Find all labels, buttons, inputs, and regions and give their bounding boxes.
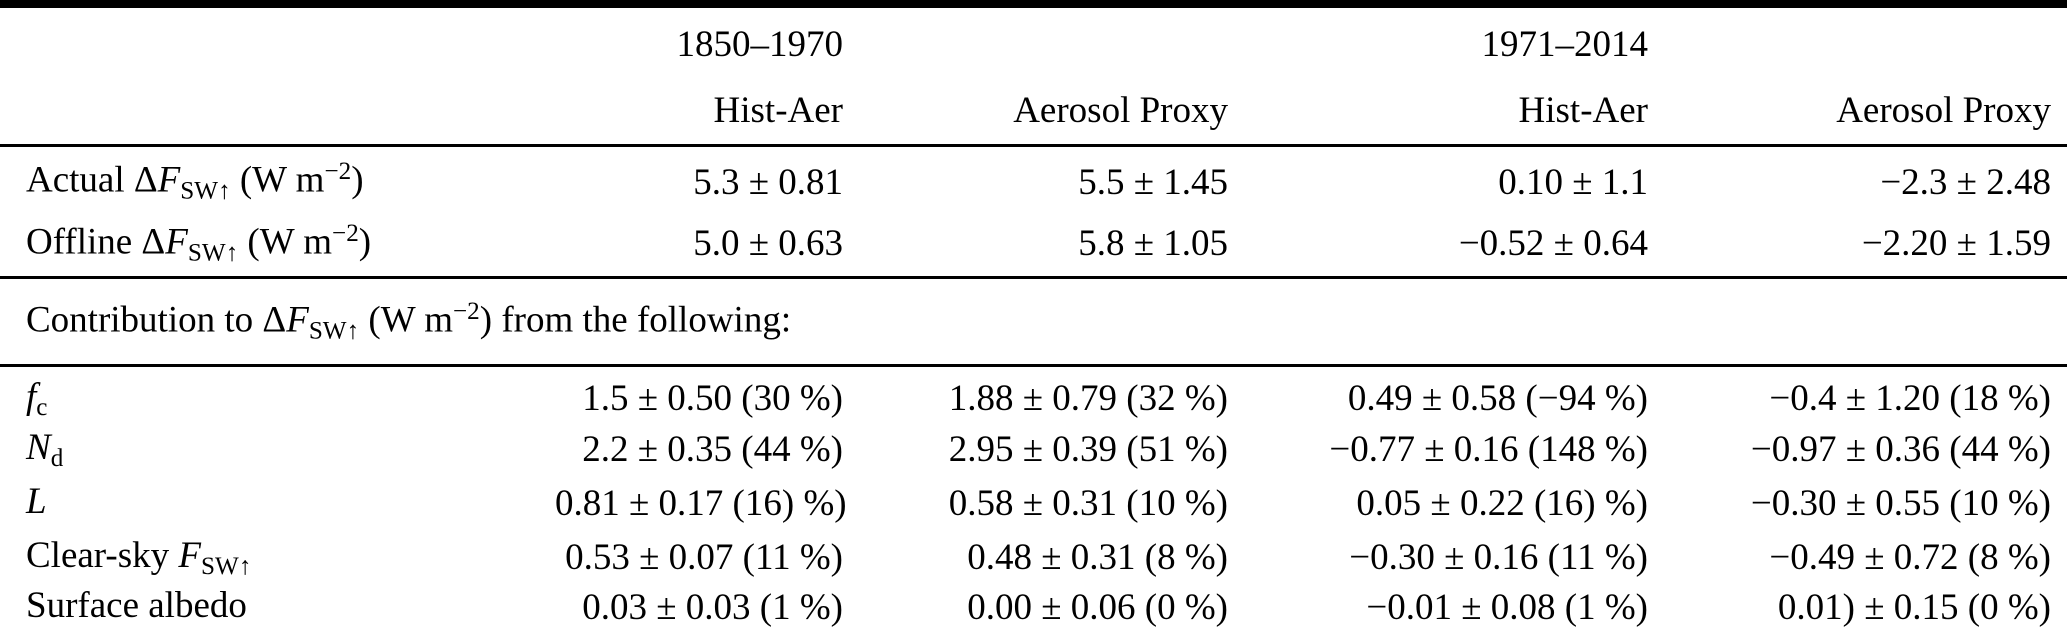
row-label-droplet-number: Nd <box>26 426 64 472</box>
cell-value: 5.5 ± 1.45 <box>1078 161 1228 203</box>
empty-cell <box>0 68 555 146</box>
cell-value: 2.95 ± 0.39 (51 %) <box>948 428 1228 470</box>
period-header-second: 1971–2014 <box>1481 24 1649 65</box>
cell-value: 0.49 ± 0.58 (−94 %) <box>1347 378 1648 420</box>
table-row-clear-sky: Clear-sky FSW↑ 0.53 ± 0.07 (11 %) 0.48 ±… <box>0 530 2067 584</box>
section-header-text: Contribution to ΔFSW↑ (W m−2) from the f… <box>26 297 792 345</box>
cell-value: −0.97 ± 0.36 (44 %) <box>1750 428 2051 470</box>
cell-value: 1.88 ± 0.79 (32 %) <box>948 378 1228 420</box>
cell-value: 5.8 ± 1.05 <box>1078 223 1228 265</box>
column-header-hist-aer-1: Hist-Aer <box>713 90 843 131</box>
cell-value: −0.77 ± 0.16 (148 %) <box>1329 428 1648 470</box>
cell-value: 0.10 ± 1.1 <box>1498 161 1648 203</box>
cell-value: −0.30 ± 0.16 (11 %) <box>1349 536 1648 578</box>
cell-value: 0.53 ± 0.07 (11 %) <box>565 536 843 578</box>
table-row-offline-flux: Offline ΔFSW↑ (W m−2) 5.0 ± 0.63 5.8 ± 1… <box>0 212 2067 278</box>
table-row-liquid-water: L 0.81 ± 0.17 (16) %) 0.58 ± 0.31 (10 %)… <box>0 476 2067 530</box>
table-header: 1850–1970 1971–2014 Hist-Aer Aerosol Pro… <box>0 4 2067 146</box>
cell-value: 0.03 ± 0.03 (1 %) <box>582 587 843 629</box>
table-row-droplet-number: Nd 2.2 ± 0.35 (44 %) 2.95 ± 0.39 (51 %) … <box>0 422 2067 476</box>
contribution-caption-section: Contribution to ΔFSW↑ (W m−2) from the f… <box>0 278 2067 366</box>
table-row-section-header: Contribution to ΔFSW↑ (W m−2) from the f… <box>0 278 2067 366</box>
cell-value: 0.48 ± 0.31 (8 %) <box>967 536 1228 578</box>
empty-cell <box>855 4 1240 68</box>
cell-value: 1.5 ± 0.50 (30 %) <box>582 378 843 420</box>
cell-value: 5.0 ± 0.63 <box>693 223 843 265</box>
cell-value: 0.00 ± 0.06 (0 %) <box>967 587 1228 629</box>
column-header-hist-aer-2: Hist-Aer <box>1518 90 1648 131</box>
cell-value: −0.49 ± 0.72 (8 %) <box>1769 536 2051 578</box>
column-header-aerosol-proxy-1: Aerosol Proxy <box>1013 90 1228 131</box>
table-row-actual-flux: Actual ΔFSW↑ (W m−2) 5.3 ± 0.81 5.5 ± 1.… <box>0 146 2067 212</box>
cell-value: 0.81 ± 0.17 (16) %) <box>555 482 847 524</box>
row-label-offline-flux: Offline ΔFSW↑ (W m−2) <box>26 219 372 267</box>
row-label-clear-sky: Clear-sky FSW↑ <box>26 534 252 580</box>
cell-value: 0.01) ± 0.15 (0 %) <box>1777 587 2051 629</box>
cell-value: −0.30 ± 0.55 (10 %) <box>1750 482 2051 524</box>
cell-value: −2.20 ± 1.59 <box>1861 223 2051 265</box>
row-label-surface-albedo: Surface albedo <box>26 585 247 627</box>
table-row-cloud-fraction: fc 1.5 ± 0.50 (30 %) 1.88 ± 0.79 (32 %) … <box>0 366 2067 423</box>
row-label-cloud-fraction: fc <box>26 376 48 422</box>
cell-value: −2.3 ± 2.48 <box>1880 161 2051 203</box>
corner-cell <box>0 4 555 68</box>
flux-rows-section: Actual ΔFSW↑ (W m−2) 5.3 ± 0.81 5.5 ± 1.… <box>0 146 2067 278</box>
period-header-first: 1850–1970 <box>676 24 844 65</box>
empty-cell <box>1660 4 2067 68</box>
period-header-row: 1850–1970 1971–2014 <box>0 4 2067 68</box>
cell-value: 0.58 ± 0.31 (10 %) <box>948 482 1228 524</box>
table-row-surface-albedo: Surface albedo 0.03 ± 0.03 (1 %) 0.00 ± … <box>0 584 2067 637</box>
cell-value: −0.4 ± 1.20 (18 %) <box>1769 378 2051 420</box>
cell-value: −0.01 ± 0.08 (1 %) <box>1366 587 1648 629</box>
cell-value: 0.05 ± 0.22 (16) %) <box>1356 482 1648 524</box>
cell-value: 5.3 ± 0.81 <box>693 161 843 203</box>
row-label-liquid-water: L <box>26 480 47 522</box>
contribution-rows-section: fc 1.5 ± 0.50 (30 %) 1.88 ± 0.79 (32 %) … <box>0 366 2067 637</box>
cell-value: 2.2 ± 0.35 (44 %) <box>582 428 843 470</box>
cell-value: −0.52 ± 0.64 <box>1458 223 1648 265</box>
column-header-row: Hist-Aer Aerosol Proxy Hist-Aer Aerosol … <box>0 68 2067 146</box>
column-header-aerosol-proxy-2: Aerosol Proxy <box>1836 90 2051 131</box>
row-label-actual-flux: Actual ΔFSW↑ (W m−2) <box>26 158 364 206</box>
